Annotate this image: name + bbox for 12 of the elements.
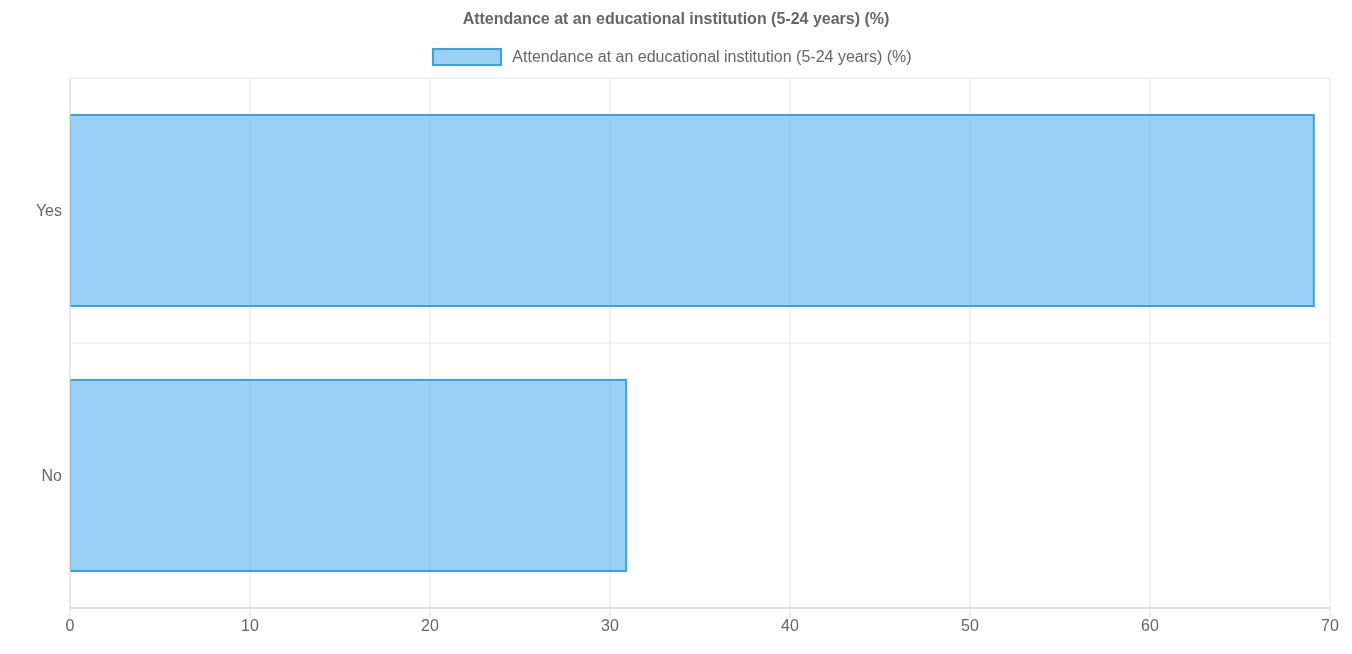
y-tick-label: Yes — [35, 202, 62, 220]
legend-label: Attendance at an educational institution (5-24 years) (%) — [512, 48, 912, 66]
x-tick-label: 40 — [781, 617, 799, 635]
x-tick-label: 70 — [1321, 617, 1339, 635]
x-tick-label: 60 — [1141, 617, 1159, 635]
x-tick-label: 20 — [421, 617, 439, 635]
x-tick-label: 10 — [241, 617, 259, 635]
x-tick-label: 50 — [961, 617, 979, 635]
x-tick-label: 0 — [65, 617, 75, 635]
x-tick-label: 30 — [601, 617, 619, 635]
chart-title: Attendance at an educational institution (5-24 years) (%) — [461, 9, 891, 29]
y-tick-label: No — [41, 467, 63, 485]
